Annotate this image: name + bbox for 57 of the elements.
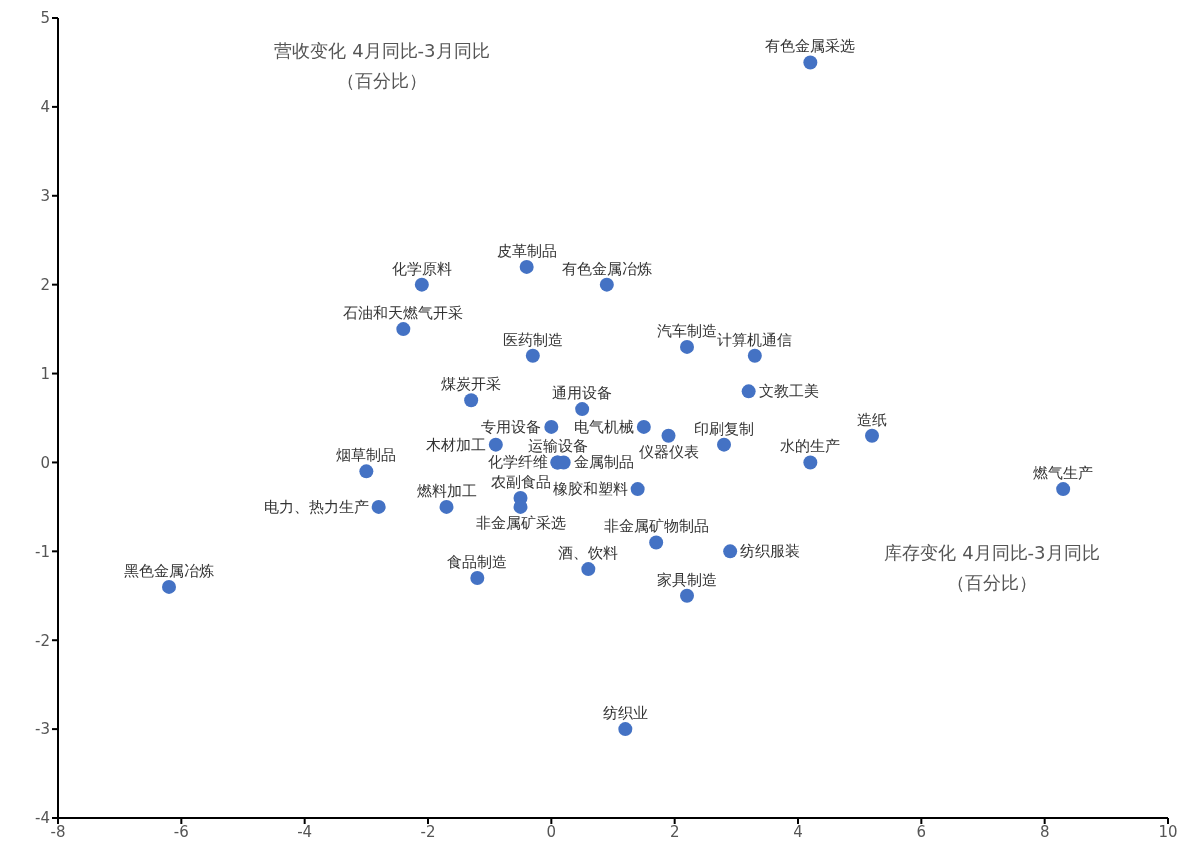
series-label: 黑色金属冶炼 — [124, 561, 214, 580]
x-axis-title: 库存变化 4月同比-3月同比（百分比） — [883, 541, 1101, 595]
series-label: 燃气生产 — [1033, 464, 1094, 483]
x-tick-label: -2 — [420, 822, 436, 841]
series-label: 电气机械 — [573, 417, 634, 436]
series-label: 专用设备 — [481, 417, 542, 436]
series-label: 酒、饮料 — [558, 544, 619, 563]
series-label: 燃料加工 — [416, 481, 477, 500]
series-label: 通用设备 — [552, 384, 613, 403]
series-label: 文教工美 — [758, 382, 819, 401]
y-tick-label: -2 — [35, 631, 50, 650]
y-tick-label: 1 — [40, 364, 50, 383]
series-label: 纺织业 — [602, 704, 648, 723]
x-tick-label: 4 — [793, 822, 803, 841]
series-label: 皮革制品 — [496, 241, 557, 260]
series-label: 化学原料 — [391, 259, 452, 278]
series-label: 食品制造 — [447, 553, 508, 571]
x-tick-label: 2 — [669, 822, 680, 841]
y-axis-title: 营收变化 4月同比-3月同比（百分比） — [273, 39, 491, 93]
series-label: 橡胶和塑料 — [552, 480, 628, 499]
x-tick-label: 10 — [1158, 822, 1178, 841]
series-label: 化学纤维 — [487, 453, 548, 472]
series-label: 仪器仪表 — [638, 442, 699, 461]
series-label: 纺织服装 — [740, 542, 801, 561]
y-tick-label: -3 — [35, 720, 50, 739]
x-tick-label: 0 — [546, 822, 557, 841]
y-tick-label: -1 — [35, 542, 50, 561]
x-tick-label: -6 — [173, 822, 189, 841]
x-tick-label: -8 — [50, 822, 66, 841]
y-tick-label: 4 — [40, 98, 50, 117]
series-label: 有色金属冶炼 — [561, 259, 652, 278]
series-label: 非金属矿采选 — [475, 513, 566, 532]
y-tick-label: 5 — [40, 9, 50, 28]
series-label: 家具制造 — [657, 570, 717, 589]
series-label: 水的生产 — [780, 437, 841, 456]
series-label: 烟草制品 — [336, 446, 397, 465]
series-label: 农副食品 — [490, 473, 551, 491]
series-label: 医药制造 — [502, 330, 563, 349]
series-label: 有色金属采选 — [765, 37, 856, 56]
series-label: 印刷复制 — [694, 419, 754, 438]
y-tick-label: 2 — [40, 275, 50, 294]
x-tick-label: 8 — [1039, 822, 1050, 841]
y-tick-label: -4 — [35, 809, 50, 828]
x-tick-label: -4 — [297, 822, 313, 841]
series-label: 非金属矿物制品 — [603, 517, 709, 536]
series-label: 电力、热力生产 — [263, 497, 369, 516]
series-label: 煤炭开采 — [441, 375, 502, 394]
y-tick-label: 3 — [40, 187, 50, 206]
x-tick-label: 6 — [916, 822, 927, 841]
series-label: 计算机通信 — [717, 330, 793, 349]
series-label: 造纸 — [857, 410, 887, 429]
series-label: 金属制品 — [573, 453, 634, 472]
series-label: 木材加工 — [425, 435, 486, 454]
series-label: 运输设备 — [527, 437, 588, 456]
y-tick-label: 0 — [40, 453, 50, 472]
series-label: 石油和天燃气开采 — [343, 304, 464, 323]
series-label: 汽车制造 — [657, 321, 717, 340]
